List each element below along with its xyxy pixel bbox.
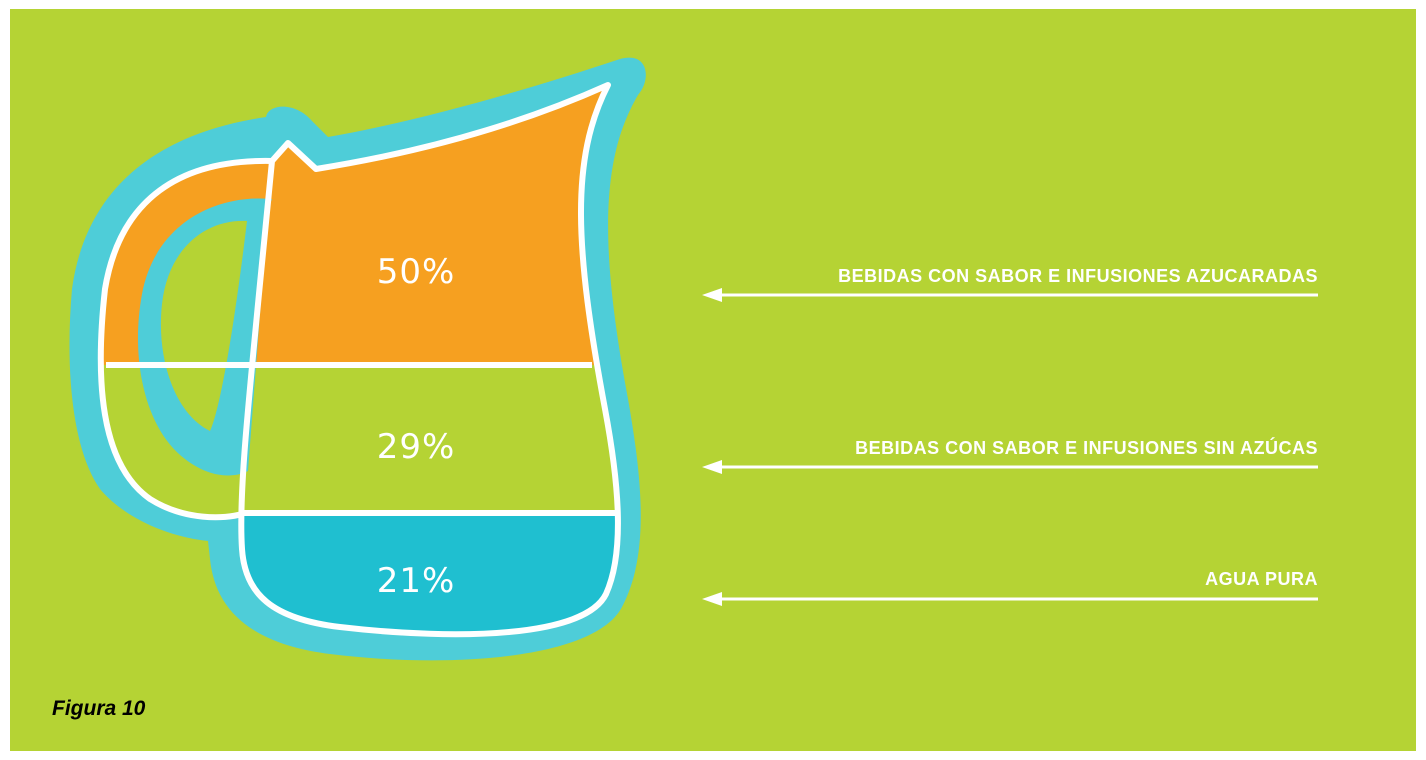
handle-hole: [160, 220, 247, 431]
body-fill: [241, 85, 618, 635]
figure-frame: 50% 29% 21% BEBIDAS CON SABOR E INFUSION…: [10, 9, 1416, 751]
handle-outline: [97, 157, 273, 521]
category-label-bottom: AGUA PURA: [1205, 569, 1318, 589]
arrow-head-middle: [702, 460, 722, 474]
arrow-head-top: [702, 288, 722, 302]
value-label-middle: 29%: [377, 427, 456, 467]
figure-caption: Figura 10: [52, 697, 146, 720]
pitcher-chart: 50% 29% 21% BEBIDAS CON SABOR E INFUSION…: [10, 9, 1416, 751]
category-label-top: BEBIDAS CON SABOR E INFUSIONES AZUCARADA…: [838, 266, 1318, 286]
category-label-middle: BEBIDAS CON SABOR E INFUSIONES SIN AZÚCA…: [855, 437, 1318, 458]
body-outline: [238, 82, 621, 638]
value-label-top: 50%: [377, 252, 456, 292]
segment-rect-middle: [241, 365, 618, 513]
segment-rect-bottom: [241, 513, 618, 635]
value-label-bottom: 21%: [377, 561, 456, 601]
arrow-head-bottom: [702, 592, 722, 606]
